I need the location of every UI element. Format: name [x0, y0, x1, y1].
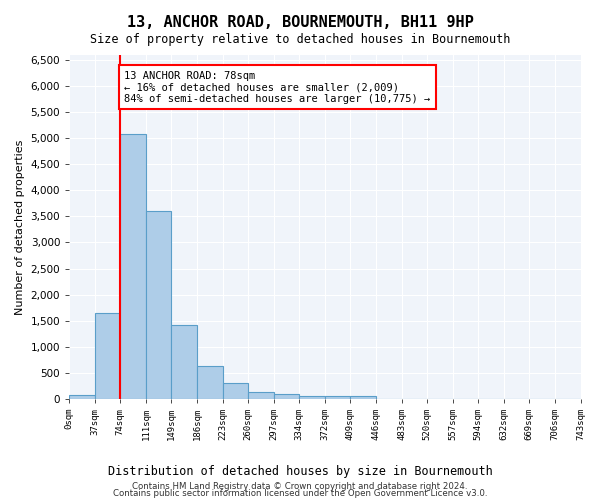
Text: 13 ANCHOR ROAD: 78sqm
← 16% of detached houses are smaller (2,009)
84% of semi-d: 13 ANCHOR ROAD: 78sqm ← 16% of detached … — [124, 70, 430, 104]
Bar — [299, 396, 325, 398]
Text: Contains HM Land Registry data © Crown copyright and database right 2024.: Contains HM Land Registry data © Crown c… — [132, 482, 468, 491]
Bar — [325, 396, 350, 398]
Bar — [172, 326, 197, 398]
Bar — [146, 211, 172, 398]
Text: Distribution of detached houses by size in Bournemouth: Distribution of detached houses by size … — [107, 464, 493, 477]
Bar — [274, 394, 299, 398]
Bar — [121, 134, 146, 398]
Text: Size of property relative to detached houses in Bournemouth: Size of property relative to detached ho… — [90, 32, 510, 46]
Y-axis label: Number of detached properties: Number of detached properties — [15, 139, 25, 314]
Bar — [69, 395, 95, 398]
Text: 13, ANCHOR ROAD, BOURNEMOUTH, BH11 9HP: 13, ANCHOR ROAD, BOURNEMOUTH, BH11 9HP — [127, 15, 473, 30]
Bar — [95, 314, 121, 398]
Bar — [223, 383, 248, 398]
Bar — [350, 396, 376, 398]
Text: Contains public sector information licensed under the Open Government Licence v3: Contains public sector information licen… — [113, 490, 487, 498]
Bar — [197, 366, 223, 398]
Bar — [248, 392, 274, 398]
